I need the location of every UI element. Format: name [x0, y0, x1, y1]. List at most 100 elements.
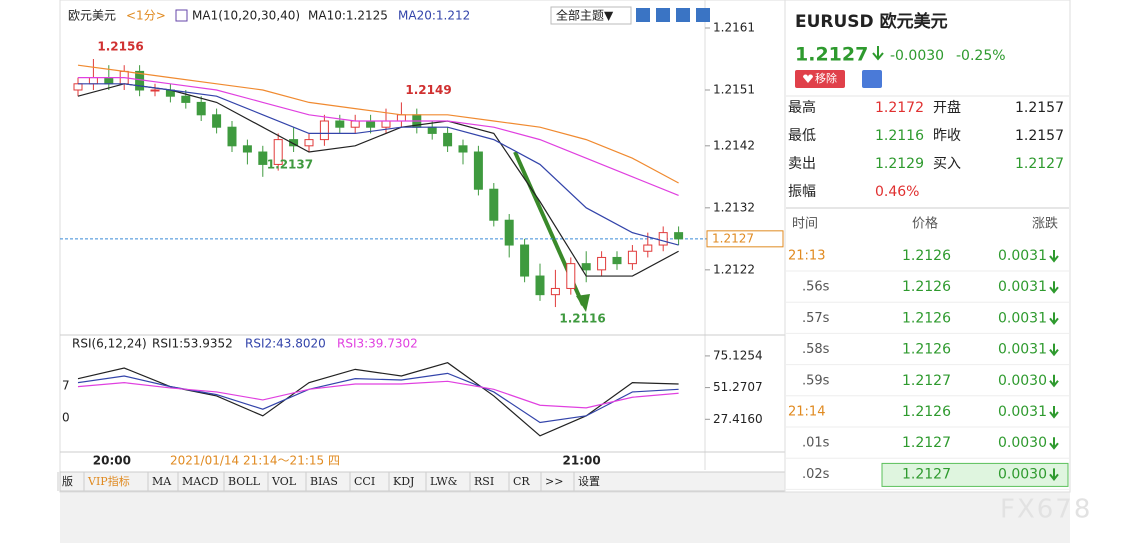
candle-body — [304, 139, 314, 147]
extreme-label: 1.2156 — [97, 39, 143, 53]
y-tick-label: 1.2142 — [713, 138, 755, 152]
trade-time: .59s — [802, 373, 830, 388]
tab[interactable]: MACD — [182, 475, 219, 488]
ma-line — [78, 76, 679, 196]
trade-time: .58s — [802, 342, 830, 357]
trade-header: 时间 — [792, 217, 818, 232]
tab[interactable]: >> — [545, 475, 563, 488]
tab[interactable]: BOLL — [228, 475, 261, 488]
footer-bg — [60, 492, 1070, 543]
tab[interactable]: 版 — [62, 474, 73, 488]
tab[interactable]: KDJ — [393, 475, 414, 488]
trade-change: 0.0031 — [998, 279, 1047, 295]
candle-body — [535, 275, 545, 296]
tool-icon[interactable] — [696, 8, 710, 22]
trade-change: 0.0031 — [998, 310, 1047, 326]
candle-body — [427, 126, 437, 134]
trade-price: 1.2126 — [902, 279, 951, 295]
heart-icon — [803, 74, 813, 83]
trade-time: .01s — [802, 436, 830, 451]
ma-line — [77, 64, 679, 184]
candle-body — [258, 151, 268, 165]
rsi-line — [77, 380, 679, 409]
rsi3: RSI3:39.7302 — [337, 337, 418, 351]
period[interactable]: <1分> — [126, 9, 166, 23]
trade-time: .56s — [802, 280, 830, 295]
candle-body — [289, 139, 299, 147]
tab[interactable]: BIAS — [310, 475, 338, 488]
tab[interactable]: VOL — [271, 475, 297, 488]
candle-body — [566, 263, 576, 289]
candle-body — [489, 188, 499, 221]
stat-value: 1.2172 — [875, 100, 924, 116]
trade-header: 价格 — [912, 216, 938, 232]
date-range: 2021/01/14 21:14～21:15 四 — [170, 454, 340, 468]
stat-label: 最高 — [788, 99, 816, 116]
tab[interactable]: MA — [152, 475, 172, 488]
candle-body — [150, 89, 160, 92]
candle-body — [242, 145, 252, 153]
theme-select[interactable] — [550, 6, 632, 25]
extreme-label: 1.2116 — [559, 312, 605, 326]
candle-body — [550, 287, 560, 296]
candle-body — [473, 151, 483, 190]
trade-time: .02s — [802, 467, 830, 482]
remove-label[interactable]: 移除 — [815, 71, 837, 85]
y-tick-label: 1.2151 — [713, 83, 755, 97]
candle-body — [597, 256, 607, 271]
stat-label: 最低 — [788, 128, 816, 144]
ma-line — [78, 83, 679, 246]
stat-value: 1.2157 — [1015, 100, 1064, 116]
down-arrow — [1049, 343, 1059, 357]
trade-price: 1.2126 — [902, 404, 951, 420]
tab[interactable]: LW& — [430, 475, 458, 488]
bell-button[interactable] — [862, 70, 882, 88]
rsi2: RSI2:43.8020 — [245, 337, 326, 351]
down-arrow — [872, 46, 884, 61]
ma-icon — [175, 9, 188, 22]
trade-price: 1.2127 — [902, 466, 951, 482]
candle-body — [581, 263, 591, 271]
tool-icon[interactable] — [676, 8, 690, 22]
stat-label: 开盘 — [933, 99, 961, 116]
trade-price: 1.2126 — [902, 248, 951, 264]
tab[interactable]: VIP指标 — [87, 474, 130, 488]
tab[interactable]: RSI — [474, 475, 494, 488]
trade-price: 1.2127 — [902, 435, 951, 451]
trade-change: 0.0030 — [998, 373, 1047, 389]
tool-icon[interactable] — [656, 8, 670, 22]
trade-price: 1.2126 — [902, 310, 951, 326]
candle-body — [227, 126, 237, 147]
trade-change: 0.0030 — [998, 466, 1047, 482]
watermark: FX678 — [1000, 495, 1092, 525]
theme[interactable]: 全部主题▼ — [556, 8, 614, 23]
candle-body — [643, 244, 653, 252]
trade-change: 0.0030 — [998, 435, 1047, 451]
candle-body — [674, 232, 684, 240]
trend-arrow-head — [576, 294, 590, 312]
rsi1: RSI1:53.9352 — [152, 337, 233, 351]
ma20: MA20:1.212 — [398, 9, 470, 23]
left-cut: 0 — [62, 411, 70, 425]
candle-body — [612, 256, 622, 265]
tab[interactable]: CR — [513, 475, 530, 488]
left-cut: 7 — [62, 379, 70, 393]
candle-body — [381, 120, 391, 128]
candle-body — [366, 120, 376, 128]
candle-body — [458, 145, 468, 153]
candle-body — [196, 101, 206, 116]
tab[interactable]: 设置 — [578, 475, 600, 488]
down-arrow — [1049, 437, 1059, 450]
trade-time: .57s — [802, 311, 830, 326]
trade-time: 21:14 — [788, 405, 825, 420]
candle-body — [504, 219, 514, 246]
tool-icon[interactable] — [636, 8, 650, 22]
stat-label: 昨收 — [933, 128, 961, 144]
candle-body — [520, 244, 530, 277]
tab[interactable]: CCI — [354, 475, 375, 488]
remove-button[interactable] — [795, 70, 845, 88]
trade-header: 涨跌 — [1032, 216, 1058, 232]
down-arrow — [1049, 281, 1059, 294]
quote-title: EURUSD 欧元美元 — [795, 11, 948, 32]
